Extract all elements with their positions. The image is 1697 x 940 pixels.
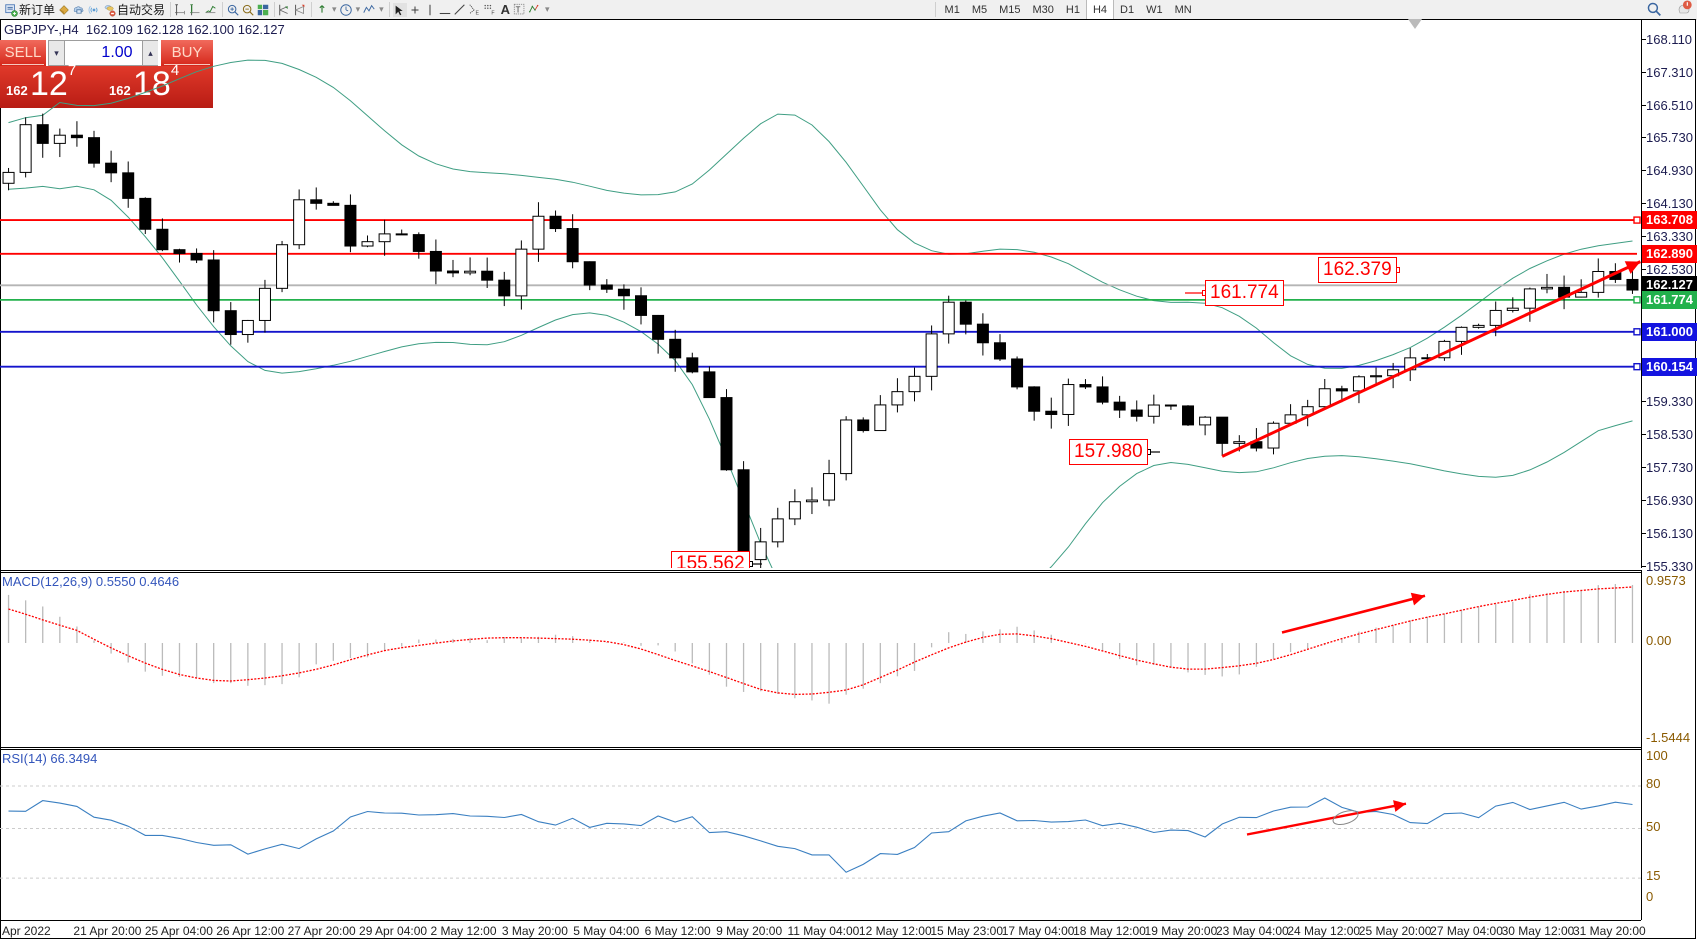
svg-text:E: E [475, 10, 479, 16]
svg-text:F: F [491, 10, 494, 16]
svg-text:T: T [516, 5, 521, 14]
